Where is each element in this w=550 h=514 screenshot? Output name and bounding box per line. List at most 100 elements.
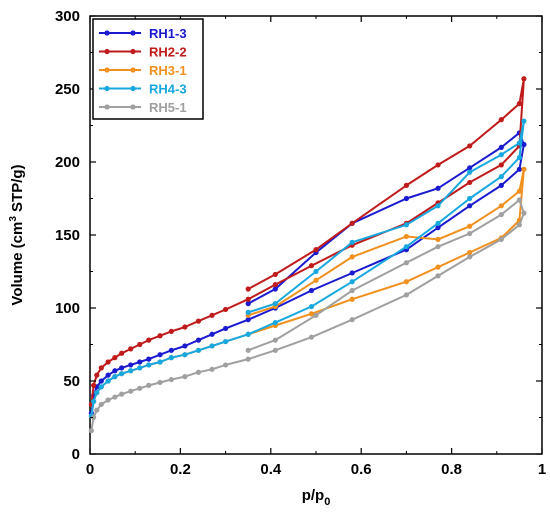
data-point	[435, 273, 441, 279]
data-point	[467, 223, 473, 229]
data-point	[146, 337, 152, 343]
legend-marker	[130, 104, 136, 110]
y-tick-label: 200	[55, 154, 80, 171]
data-point	[94, 372, 100, 378]
data-point	[157, 379, 163, 386]
data-point	[182, 374, 188, 380]
data-point	[195, 318, 202, 324]
data-point	[516, 166, 523, 172]
data-point	[119, 391, 125, 397]
data-point	[516, 140, 523, 146]
data-point	[98, 378, 104, 384]
y-axis-label-pre: Volume (cm	[9, 222, 26, 306]
data-point	[403, 292, 409, 298]
data-point	[313, 312, 319, 318]
data-point	[245, 347, 251, 353]
legend-marker	[104, 30, 110, 36]
data-point	[223, 362, 229, 368]
data-point	[245, 331, 251, 337]
data-point	[349, 220, 355, 226]
data-point	[91, 382, 97, 388]
data-point	[516, 222, 523, 228]
y-tick-label: 0	[72, 446, 80, 463]
data-point	[467, 195, 473, 202]
data-point	[403, 260, 409, 266]
legend-label: RH5-1	[149, 100, 187, 115]
data-point	[245, 317, 251, 323]
legend-marker	[130, 67, 136, 73]
data-point	[245, 286, 251, 292]
legend-item: RH4-3	[99, 82, 187, 97]
data-point	[467, 179, 473, 186]
data-point	[168, 355, 174, 361]
data-point	[223, 325, 229, 332]
y-tick-label: 100	[55, 300, 80, 317]
y-tick-label: 250	[55, 81, 80, 98]
data-point	[137, 385, 143, 391]
data-point	[435, 162, 441, 168]
data-point	[516, 197, 523, 203]
data-point	[498, 182, 504, 188]
data-point	[105, 359, 111, 365]
data-point	[137, 365, 143, 371]
data-point	[467, 165, 473, 171]
data-point	[272, 337, 278, 343]
legend-marker	[104, 48, 110, 55]
data-point	[209, 343, 215, 349]
data-point	[91, 414, 97, 421]
data-point	[498, 174, 504, 180]
legend-item: RH2-2	[99, 45, 187, 60]
data-point	[195, 337, 202, 343]
data-point	[467, 143, 473, 149]
data-point	[498, 236, 504, 242]
series-group	[88, 76, 527, 434]
data-point	[467, 254, 473, 260]
data-point	[168, 376, 174, 383]
data-point	[146, 362, 152, 368]
data-point	[498, 211, 504, 218]
legend-marker	[104, 104, 110, 110]
legend-item: RH5-1	[99, 100, 187, 115]
data-point	[403, 195, 409, 202]
x-tick-label: 1	[538, 461, 546, 478]
legend-marker	[104, 85, 110, 92]
legend-marker	[130, 85, 136, 92]
data-point	[521, 141, 527, 148]
data-point	[182, 352, 188, 358]
data-point	[521, 166, 527, 172]
data-point	[209, 312, 215, 318]
x-tick-label: 0.2	[170, 461, 191, 478]
y-axis-label: Volume (cm3 STP/g)	[8, 164, 26, 305]
legend-marker	[104, 67, 110, 73]
data-point	[272, 301, 278, 307]
data-point	[467, 169, 473, 175]
data-point	[272, 286, 278, 292]
series-rh4-3	[88, 118, 527, 419]
data-point	[112, 355, 118, 361]
data-point	[98, 365, 104, 371]
data-point	[435, 236, 441, 242]
legend-label: RH2-2	[149, 45, 187, 60]
data-point	[516, 155, 523, 161]
data-point	[435, 244, 441, 250]
data-point	[467, 203, 473, 209]
data-point	[146, 356, 152, 362]
data-point	[105, 378, 111, 384]
data-point	[245, 296, 251, 302]
data-point	[308, 311, 315, 317]
data-point	[313, 277, 319, 283]
data-point	[403, 222, 409, 228]
data-point	[157, 352, 163, 358]
data-point	[119, 350, 125, 356]
data-point	[467, 230, 473, 237]
data-point	[516, 101, 523, 107]
data-point	[112, 374, 118, 380]
legend-label: RH3-1	[149, 63, 187, 78]
x-tick-label: 0.6	[351, 461, 372, 478]
x-tick-label: 0.4	[260, 461, 282, 478]
data-point	[272, 347, 278, 353]
data-point	[435, 264, 441, 270]
data-point	[146, 382, 152, 388]
data-point	[498, 162, 504, 168]
